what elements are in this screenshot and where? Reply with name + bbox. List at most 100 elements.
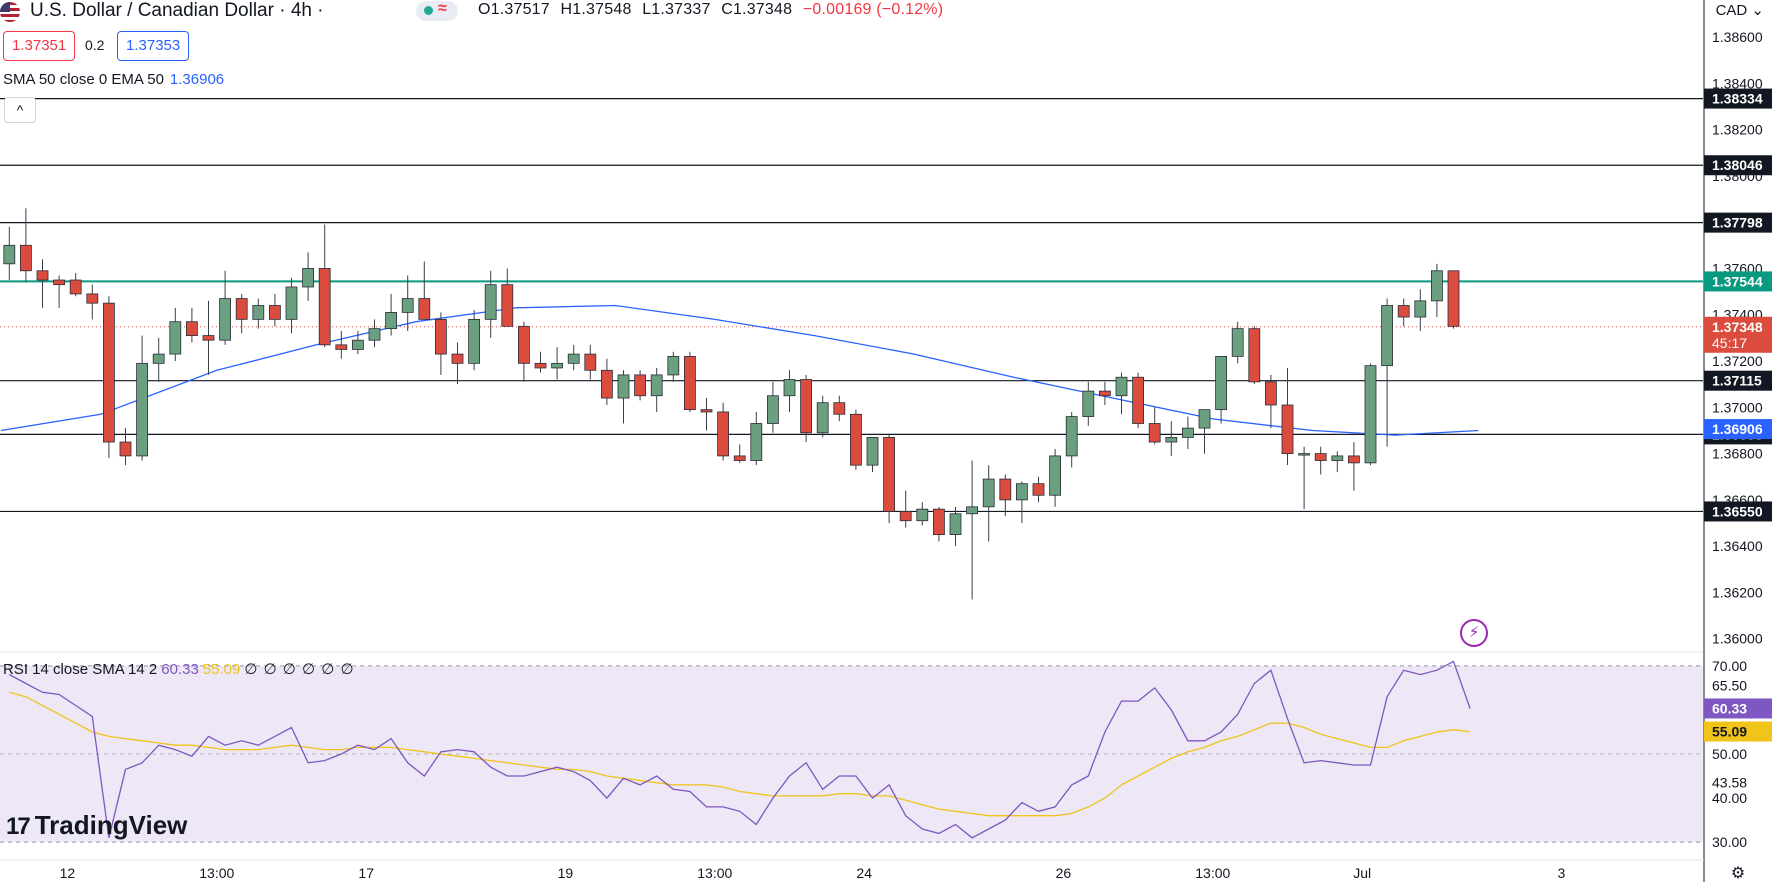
candle-body [185, 321, 198, 336]
time-tick-label: 12 [60, 865, 76, 881]
candle-body [899, 511, 912, 522]
ema-indicator-legend[interactable]: SMA 50 close 0 EMA 50 1.36906 [3, 71, 224, 88]
lightning-icon[interactable]: ⚡ [1460, 619, 1488, 647]
tradingview-mark: 17 [6, 813, 31, 840]
tradingview-logo[interactable]: 17 TradingView [6, 810, 187, 841]
last-price-tag-bg [1704, 316, 1772, 353]
candle-body [1231, 328, 1244, 357]
candle-body [3, 244, 16, 265]
price-tick-label: 1.36000 [1712, 631, 1763, 647]
resistance-price-tag-bg [1704, 271, 1772, 292]
candle-body [1364, 365, 1377, 464]
candle-body [268, 305, 281, 320]
collapse-legend-button[interactable]: ^ [4, 97, 36, 123]
price-tick-label: 1.37200 [1712, 353, 1763, 369]
market-open-icon [424, 6, 433, 15]
time-tick-label: 13:00 [697, 865, 732, 881]
sell-button[interactable]: 1.37351 [3, 31, 76, 61]
candle-body [1447, 270, 1460, 327]
candle-body [19, 244, 32, 272]
open-value: O1.37517 [478, 1, 550, 18]
candle-body [1099, 390, 1111, 397]
rsi-tick-label: 30.00 [1712, 834, 1747, 850]
rsi-tick-label: 50.00 [1712, 746, 1747, 762]
candle-body [1065, 416, 1078, 457]
candle-body [1165, 436, 1178, 443]
rsi-sma-value-tag-bg [1704, 721, 1772, 742]
candle-body [1331, 455, 1344, 461]
candle-body [1281, 404, 1294, 454]
ema-layer [0, 304, 1479, 436]
candle-body [1032, 483, 1045, 496]
price-tick-label: 1.38200 [1712, 122, 1763, 138]
candle-body [966, 506, 978, 515]
level-price-tag-bg [1704, 370, 1772, 391]
candle-body [86, 293, 99, 304]
candle-body [434, 318, 447, 355]
candle-body [318, 268, 331, 346]
us-flag-icon [0, 2, 20, 22]
candle-body [650, 374, 663, 397]
candle-body [833, 402, 846, 415]
candle-body [1182, 427, 1194, 438]
candle-body [866, 436, 879, 466]
price-tick-label: 1.38600 [1712, 29, 1763, 45]
candle-body [733, 455, 746, 461]
rsi-legend[interactable]: RSI 14 close SMA 14 2 60.33 55.09 ∅ ∅ ∅ ∅ ∅… [3, 660, 355, 678]
candle-body [418, 298, 431, 320]
candle-body [501, 284, 514, 327]
candle-body [1431, 270, 1443, 302]
rsi-line [8, 660, 1471, 839]
currency-label: CAD [1715, 2, 1748, 19]
candle-body [1115, 376, 1128, 397]
candle-body [617, 374, 630, 399]
candle-body [551, 362, 563, 369]
time-tick-label: 13:00 [1195, 865, 1230, 881]
price-tick-label: 1.38400 [1712, 75, 1763, 91]
rsi-tick-label: 70.00 [1712, 658, 1747, 674]
rsi-tick-label: 43.58 [1712, 774, 1747, 790]
buy-button[interactable]: 1.37353 [117, 31, 190, 61]
currency-selector[interactable]: CAD ⌄ [1716, 1, 1764, 19]
candle-body [1215, 355, 1227, 411]
candle-body [103, 302, 115, 443]
rsi-pane [0, 651, 1703, 843]
level-price-tag-bg [1704, 212, 1772, 233]
last-price-tag-countdown: 45:17 [1712, 335, 1747, 351]
price-tick-label: 1.37000 [1712, 399, 1763, 415]
candle-body [783, 379, 796, 397]
candle-body [1132, 376, 1144, 424]
ema-price-tag: 1.36906 [1712, 421, 1763, 437]
rsi-sma-line [9, 691, 1471, 817]
time-tick-label: 13:00 [199, 865, 234, 881]
level-price-tag-bg [1704, 501, 1772, 522]
market-status[interactable]: ≈ [416, 0, 458, 21]
candle-body [982, 478, 995, 508]
candle-body [451, 353, 464, 364]
symbol-title[interactable]: U.S. Dollar / Canadian Dollar · 4h · [30, 0, 324, 21]
candle-body [1198, 409, 1211, 429]
rsi-value-tag-bg [1704, 698, 1772, 719]
candle-body [368, 328, 381, 341]
time-tick-label: 17 [358, 865, 374, 881]
level-price-tag: 1.37798 [1712, 215, 1763, 231]
candle-body [1397, 305, 1410, 318]
candle-body [1414, 300, 1427, 318]
ema-indicator-label: SMA 50 close 0 EMA 50 [3, 71, 164, 88]
price-tick-label: 1.36800 [1712, 446, 1763, 462]
candle-body [667, 355, 680, 376]
time-tick-label: 26 [1056, 865, 1072, 881]
candle-body [634, 374, 646, 397]
ema-50-line [0, 304, 1479, 436]
change-value: −0.00169 (−0.12%) [802, 1, 944, 18]
delayed-data-icon: ≈ [438, 0, 447, 17]
candle-body [700, 409, 713, 413]
candle-body [1049, 455, 1061, 496]
rsi-value-tag: 60.33 [1712, 700, 1747, 716]
spread-value: 0.2 [85, 37, 105, 53]
level-price-tag: 1.38334 [1712, 91, 1763, 107]
candle-body [36, 270, 49, 281]
candle-body [1348, 455, 1360, 464]
